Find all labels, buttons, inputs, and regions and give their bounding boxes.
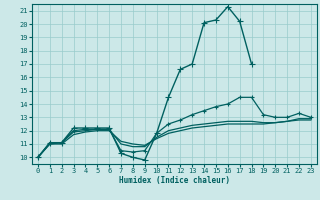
X-axis label: Humidex (Indice chaleur): Humidex (Indice chaleur)	[119, 176, 230, 185]
